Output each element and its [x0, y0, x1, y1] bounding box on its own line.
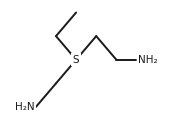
Text: NH₂: NH₂: [138, 55, 158, 65]
Text: H₂N: H₂N: [15, 102, 34, 112]
Text: S: S: [73, 55, 79, 65]
